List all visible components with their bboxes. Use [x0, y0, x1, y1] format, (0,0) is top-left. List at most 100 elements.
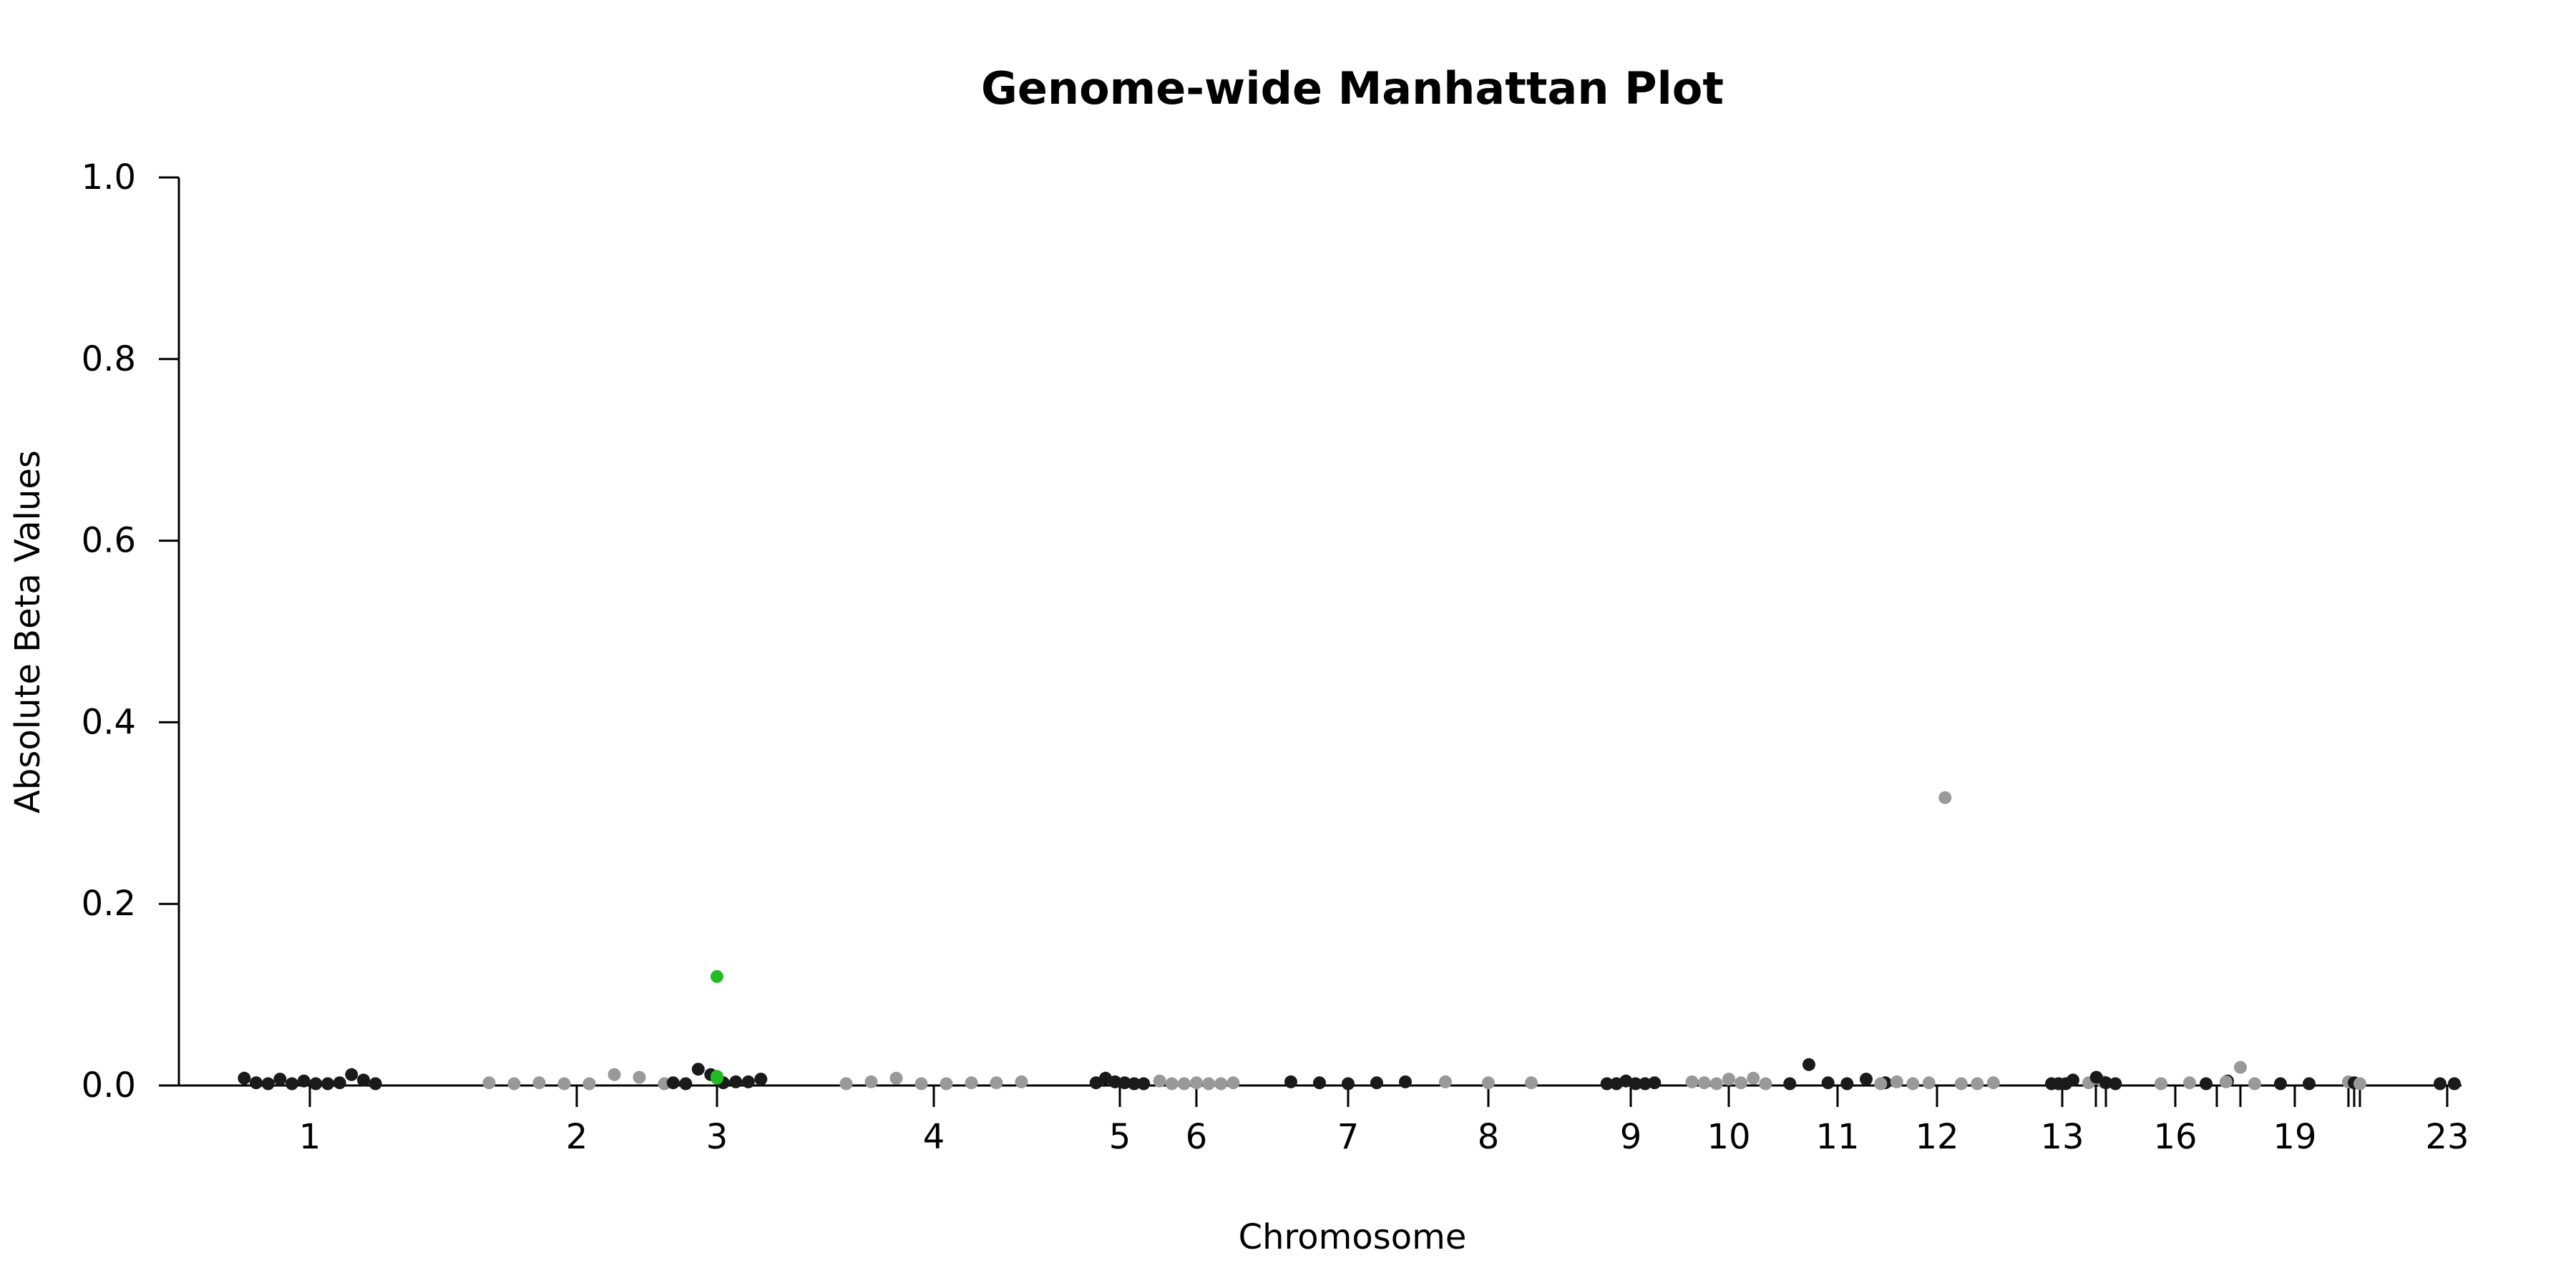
- snp-point: [1600, 1077, 1614, 1091]
- snp-point: [729, 1075, 743, 1088]
- y-tick-label: 0.8: [82, 339, 136, 379]
- snp-point: [608, 1068, 621, 1081]
- x-tick-label: 9: [1620, 1117, 1642, 1157]
- snp-point: [1783, 1077, 1797, 1091]
- y-tick-label: 0.0: [82, 1065, 136, 1106]
- snp-point: [369, 1077, 382, 1091]
- snp-point: [2303, 1077, 2316, 1091]
- snp-point: [2099, 1076, 2112, 1090]
- snp-point: [754, 1073, 768, 1086]
- snp-point: [2155, 1077, 2167, 1091]
- snp-point: [940, 1077, 953, 1091]
- snp-point: [1802, 1058, 1815, 1071]
- snp-point: [1226, 1076, 1240, 1090]
- snp-point: [345, 1068, 358, 1081]
- snp-point: [273, 1073, 287, 1086]
- snp-point: [1153, 1074, 1166, 1088]
- snp-point: [1370, 1076, 1383, 1090]
- snp-point: [864, 1075, 878, 1088]
- snp-point: [1137, 1077, 1151, 1091]
- snp-point: [1986, 1076, 2000, 1090]
- y-tick-label: 0.4: [82, 702, 136, 742]
- snp-point: [2067, 1073, 2079, 1087]
- snp-point: [557, 1077, 571, 1091]
- snp-point: [1342, 1077, 1355, 1091]
- snp-point: [1177, 1077, 1191, 1091]
- snp-point: [1015, 1075, 1028, 1088]
- x-tick-label: 8: [1478, 1117, 1500, 1157]
- snp-point: [297, 1074, 311, 1088]
- snp-point: [691, 1063, 705, 1076]
- snp-point: [1954, 1077, 1968, 1091]
- x-tick-label: 4: [923, 1117, 945, 1157]
- snp-point: [1089, 1076, 1103, 1090]
- snp-point: [2089, 1070, 2103, 1084]
- snp-point: [1165, 1077, 1179, 1091]
- y-tick-label: 0.2: [82, 884, 136, 924]
- snp-point: [1284, 1075, 1297, 1088]
- x-tick-label: 13: [2040, 1117, 2084, 1157]
- snp-point: [1128, 1077, 1141, 1091]
- snp-point: [741, 1075, 755, 1088]
- y-tick-label: 0.6: [82, 521, 136, 561]
- y-axis-label: Absolute Beta Values: [8, 450, 48, 814]
- snp-point: [2109, 1077, 2122, 1091]
- snp-point: [1313, 1076, 1326, 1090]
- snp-point: [1118, 1076, 1131, 1090]
- snp-point: [2183, 1076, 2196, 1090]
- snp-point: [1108, 1075, 1122, 1088]
- x-tick-label: 6: [1186, 1117, 1208, 1157]
- x-axis-label: Chromosome: [1239, 1217, 1467, 1257]
- snp-point: [1629, 1077, 1642, 1091]
- x-tick-label: 7: [1337, 1117, 1360, 1157]
- snp-point: [965, 1076, 978, 1090]
- snp-point: [1709, 1077, 1723, 1091]
- snp-point: [238, 1071, 251, 1085]
- y-axis-ticks: 0.0 0.2 0.4 0.6 0.8 1.0: [82, 157, 179, 1106]
- y-tick-label: 1.0: [82, 157, 136, 197]
- snp-point: [1890, 1075, 1903, 1088]
- snp-point: [1399, 1075, 1412, 1088]
- snp-point: [1190, 1076, 1203, 1090]
- x-tick-label: 16: [2153, 1117, 2197, 1157]
- x-tick-label: 19: [2273, 1117, 2316, 1157]
- x-axis-ticks: 1 2 3 4 5 6 7 8 9 10 11 12 13 16 19 23: [299, 1085, 2469, 1157]
- snp-point: [582, 1077, 596, 1091]
- snp-point: [250, 1076, 263, 1090]
- snp-point: [990, 1076, 1003, 1090]
- x-tick-label: 5: [1109, 1117, 1131, 1157]
- snp-point: [1874, 1077, 1888, 1091]
- snp-point: [2248, 1077, 2261, 1091]
- snp-point: [507, 1077, 521, 1091]
- snp-point: [1860, 1073, 1873, 1086]
- snp-point: [1525, 1076, 1538, 1090]
- snp-point: [286, 1077, 298, 1091]
- snp-point: [1722, 1073, 1735, 1086]
- snp-point: [633, 1070, 646, 1084]
- highlighted-snp-point: [711, 970, 723, 983]
- x-tick-label: 2: [566, 1117, 588, 1157]
- snp-point: [2234, 1060, 2247, 1074]
- x-tick-label: 11: [1815, 1117, 1859, 1157]
- snp-point: [1639, 1077, 1652, 1091]
- x-tick-label: 10: [1707, 1117, 1750, 1157]
- snp-point: [1747, 1071, 1760, 1085]
- snp-point: [1922, 1076, 1936, 1090]
- data-points: [238, 791, 2461, 1091]
- highlighted-snp-point: [711, 1071, 723, 1085]
- x-tick-label: 1: [299, 1117, 321, 1157]
- snp-point: [1214, 1077, 1228, 1091]
- snp-point: [1648, 1076, 1662, 1090]
- snp-point: [321, 1077, 334, 1091]
- snp-point: [333, 1076, 346, 1090]
- snp-point: [2274, 1077, 2287, 1091]
- snp-point: [261, 1077, 275, 1091]
- snp-point: [1735, 1076, 1748, 1090]
- x-tick-label: 23: [2425, 1117, 2469, 1157]
- snp-point: [1971, 1077, 1984, 1091]
- snp-point: [309, 1077, 323, 1091]
- snp-point: [2353, 1077, 2366, 1091]
- snp-point: [679, 1077, 693, 1091]
- x-tick-label: 3: [706, 1117, 728, 1157]
